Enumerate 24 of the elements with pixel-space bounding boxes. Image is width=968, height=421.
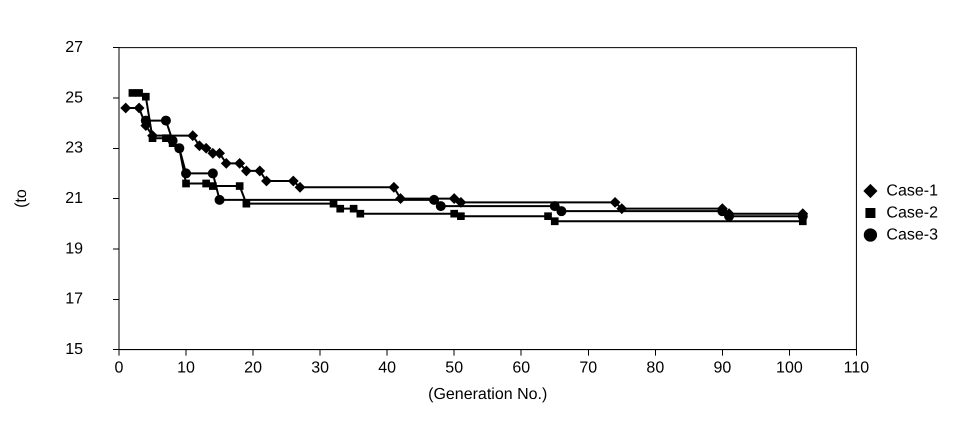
y-tick-label: 19 [65,240,84,258]
y-tick-label: 15 [65,341,84,358]
x-tick-label: 40 [378,360,396,377]
x-axis-title: (Generation No.) [428,386,548,403]
x-tick-label: 110 [844,360,870,377]
x-tick-label: 30 [311,360,330,377]
legend-label: Case-3 [886,226,938,244]
legend-label: Case-2 [886,204,938,222]
legend-label: Case-1 [886,182,938,200]
x-tick-label: 80 [646,360,664,377]
y-axis-title: (to [13,189,30,208]
x-tick-label: 50 [445,360,464,377]
y-tick-label: 23 [65,140,84,157]
y-tick-label: 17 [65,290,84,308]
x-tick-label: 20 [244,360,262,377]
x-tick-label: 10 [177,360,196,377]
x-tick-label: 0 [114,360,124,377]
x-tick-label: 90 [713,360,732,377]
x-tick-label: 70 [579,360,598,377]
y-tick-label: 25 [65,89,84,106]
x-tick-label: 60 [512,360,530,377]
x-tick-label: 100 [776,360,803,377]
y-tick-label: 21 [65,190,84,208]
y-tick-label: 27 [65,39,84,56]
